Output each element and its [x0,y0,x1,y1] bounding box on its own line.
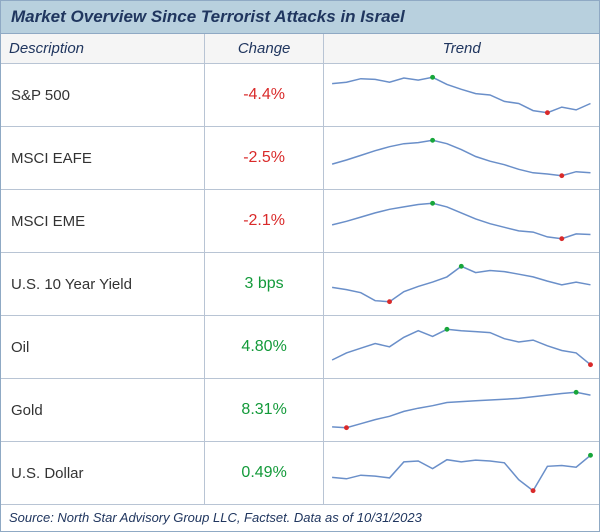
max-marker [459,264,464,269]
table-row: MSCI EME-2.1% [1,190,599,253]
max-marker [431,138,436,143]
sparkline-chart [328,384,595,436]
sparkline-chart [328,195,595,247]
row-change: 8.31% [204,379,324,442]
row-trend [324,379,599,442]
min-marker [588,362,593,367]
market-table: Description Change Trend S&P 500-4.4% MS… [1,34,599,505]
sparkline-chart [328,447,595,499]
row-description: U.S. Dollar [1,442,204,505]
max-marker [431,201,436,206]
row-change: 3 bps [204,253,324,316]
source-footnote: Source: North Star Advisory Group LLC, F… [1,505,599,531]
sparkline-chart [328,321,595,373]
row-change: 4.80% [204,316,324,379]
min-marker [560,236,565,241]
min-marker [344,425,349,430]
sparkline-chart [328,69,595,121]
row-description: MSCI EAFE [1,127,204,190]
max-marker [445,327,450,332]
row-change: -2.5% [204,127,324,190]
row-description: S&P 500 [1,64,204,127]
max-marker [431,75,436,80]
row-trend [324,127,599,190]
table-row: U.S. Dollar0.49% [1,442,599,505]
table-row: Oil4.80% [1,316,599,379]
sparkline-chart [328,258,595,310]
market-overview-panel: Market Overview Since Terrorist Attacks … [0,0,600,532]
row-trend [324,190,599,253]
min-marker [531,488,536,493]
table-row: Gold8.31% [1,379,599,442]
row-change: -4.4% [204,64,324,127]
sparkline-chart [328,132,595,184]
row-change: 0.49% [204,442,324,505]
table-header-row: Description Change Trend [1,34,599,64]
col-header-change: Change [204,34,324,64]
col-header-trend: Trend [324,34,599,64]
min-marker [387,299,392,304]
table-row: U.S. 10 Year Yield3 bps [1,253,599,316]
min-marker [545,110,550,115]
max-marker [574,390,579,395]
row-description: U.S. 10 Year Yield [1,253,204,316]
row-trend [324,253,599,316]
table-row: S&P 500-4.4% [1,64,599,127]
row-change: -2.1% [204,190,324,253]
row-trend [324,316,599,379]
max-marker [588,453,593,458]
row-trend [324,64,599,127]
row-description: Gold [1,379,204,442]
row-description: Oil [1,316,204,379]
panel-title: Market Overview Since Terrorist Attacks … [1,1,599,34]
min-marker [560,173,565,178]
table-row: MSCI EAFE-2.5% [1,127,599,190]
row-description: MSCI EME [1,190,204,253]
row-trend [324,442,599,505]
col-header-description: Description [1,34,204,64]
